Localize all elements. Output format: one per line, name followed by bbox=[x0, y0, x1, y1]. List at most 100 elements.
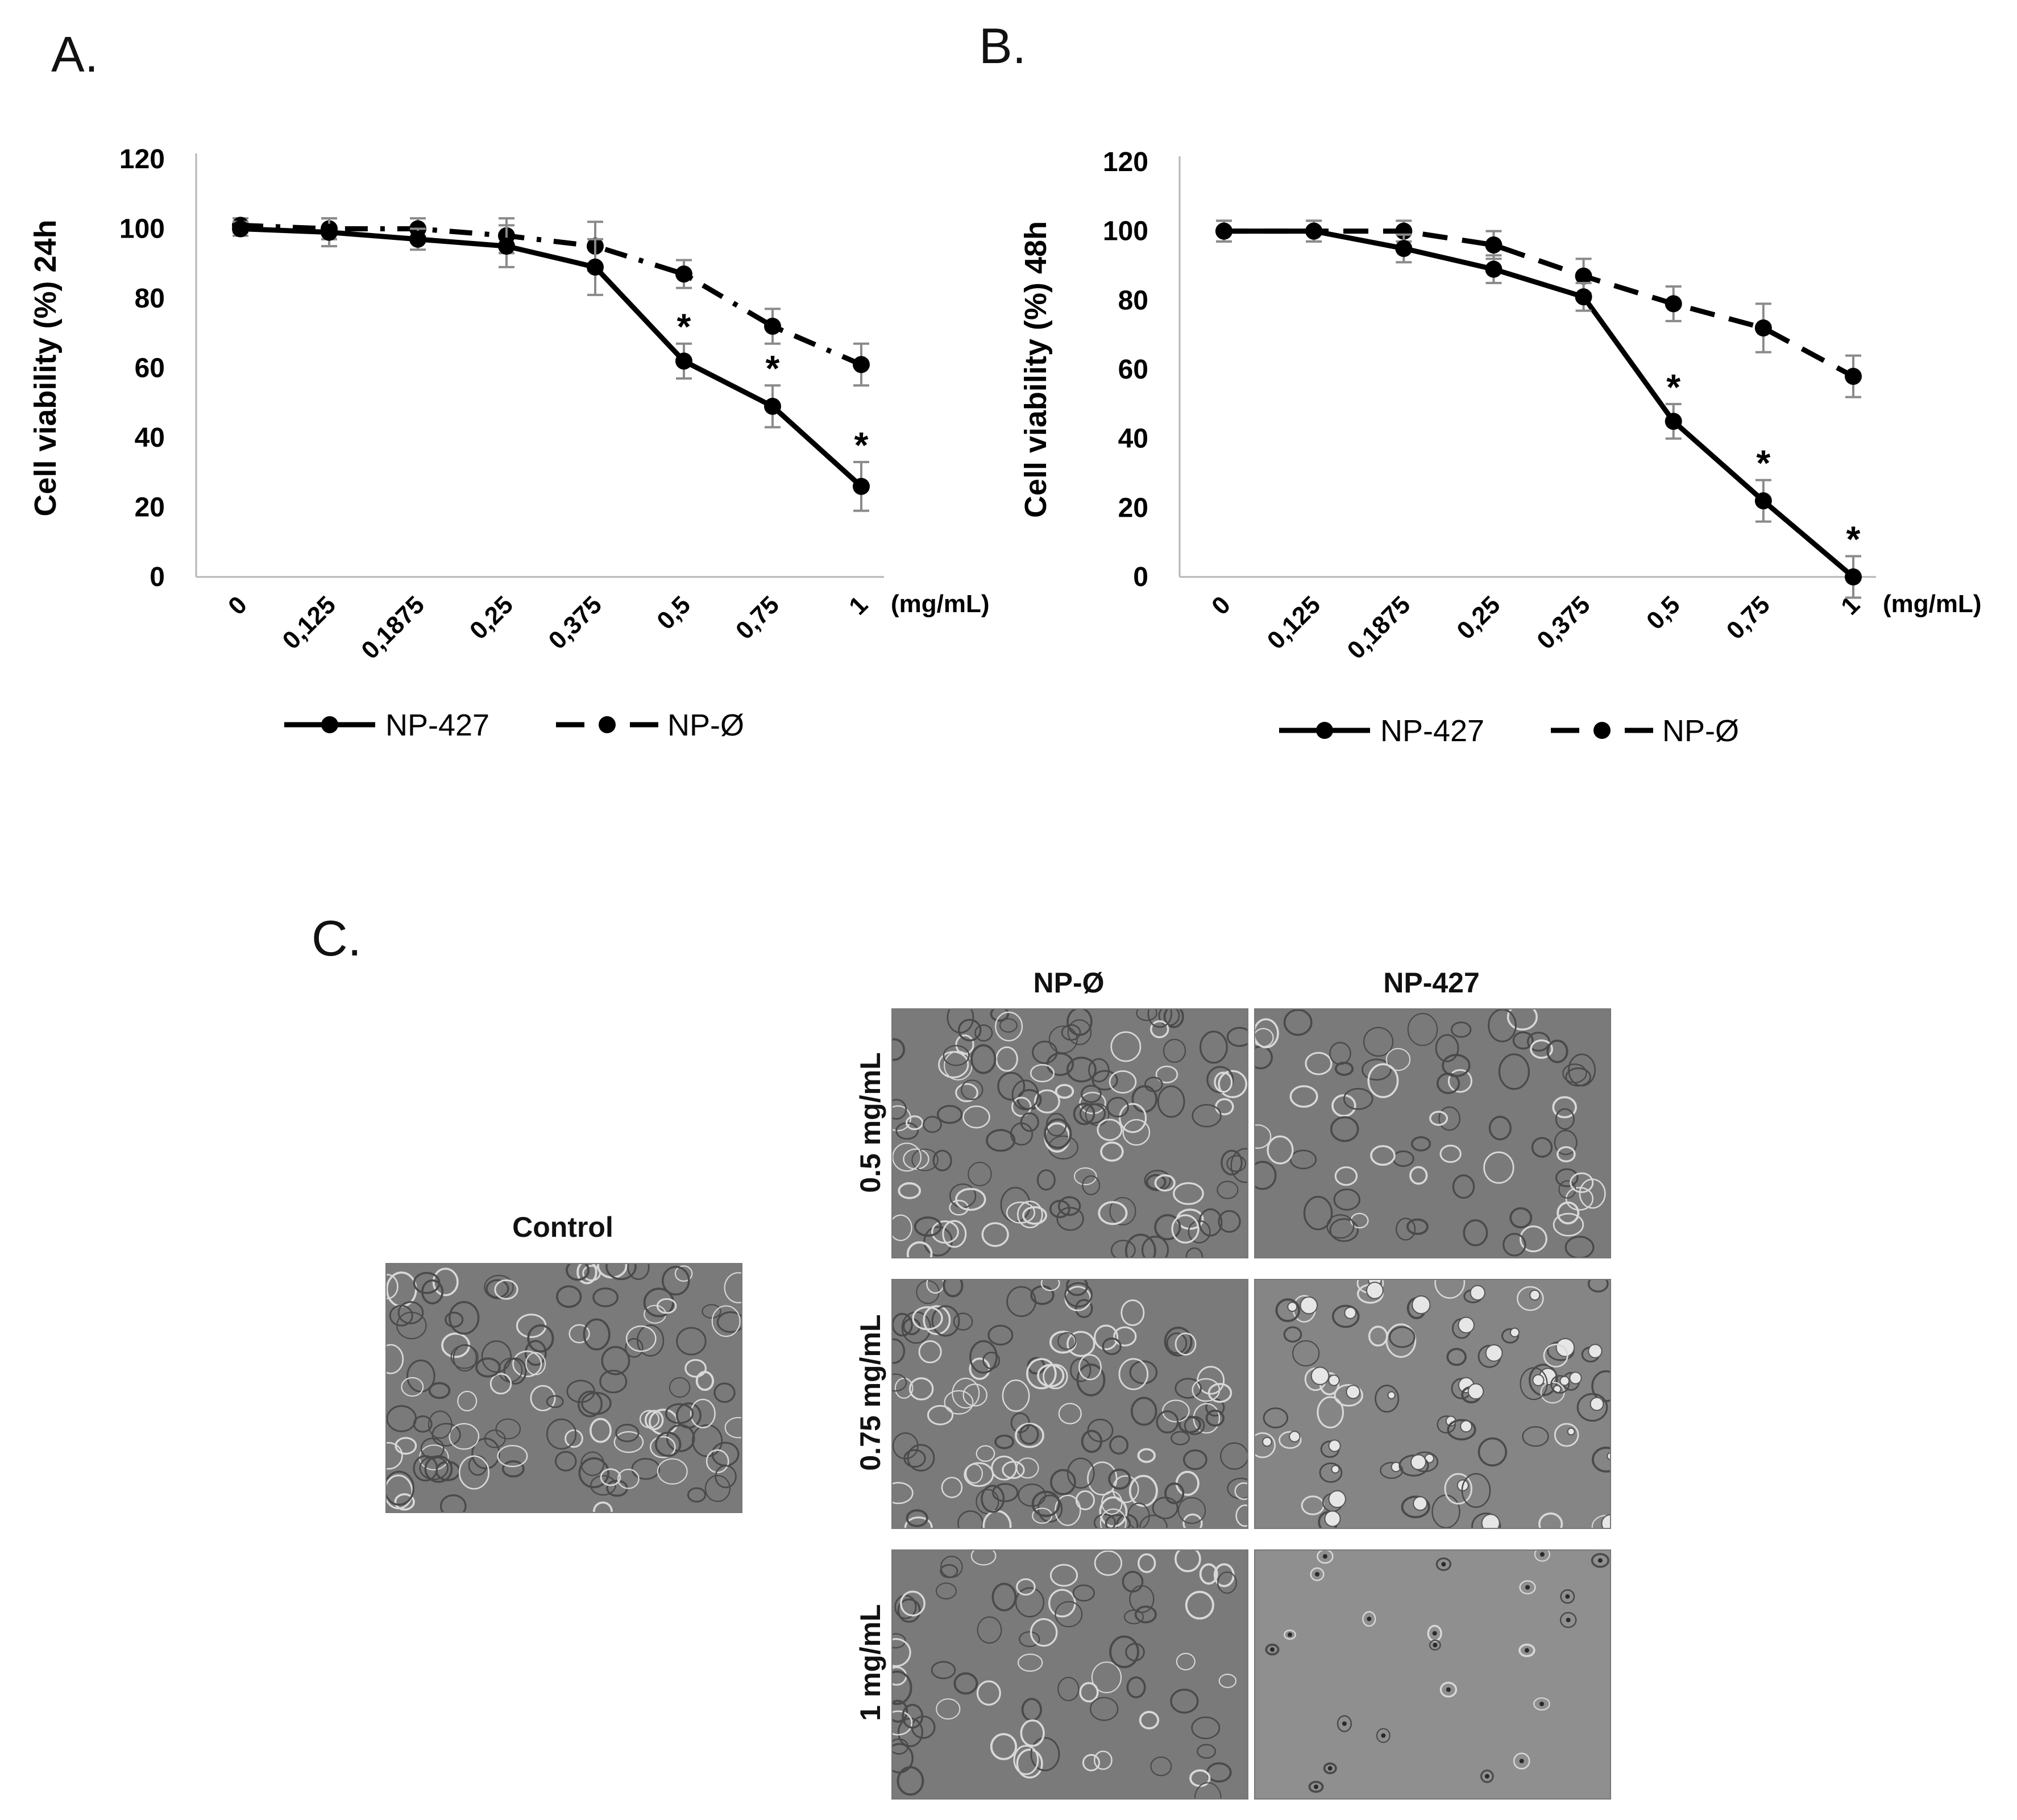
cell-outline bbox=[1019, 1631, 1040, 1647]
cell-outline bbox=[936, 1698, 961, 1720]
cell-outline bbox=[1058, 1403, 1082, 1424]
cell-outline bbox=[1230, 1148, 1247, 1183]
cell-outline bbox=[1205, 1409, 1225, 1427]
cell-outline bbox=[1144, 1170, 1171, 1191]
cell-outline bbox=[1118, 1358, 1149, 1390]
cell-outline bbox=[1194, 1782, 1222, 1798]
cell-outline bbox=[525, 1352, 546, 1376]
cell-outline bbox=[976, 1489, 999, 1515]
data-point bbox=[1575, 288, 1592, 306]
panel-label-b: B. bbox=[979, 18, 1027, 74]
cell-outline bbox=[893, 1038, 906, 1061]
x-tick-label: 0,125 bbox=[277, 591, 342, 655]
cell-outline bbox=[1568, 1053, 1596, 1087]
data-point bbox=[232, 220, 249, 238]
cell-outline bbox=[1214, 1071, 1233, 1093]
y-tick-label: 0 bbox=[150, 562, 165, 592]
cell-outline bbox=[627, 1264, 650, 1280]
cell-outline bbox=[1119, 1103, 1147, 1133]
cell-outline bbox=[1553, 1212, 1584, 1237]
cell-outline bbox=[1139, 1710, 1160, 1730]
cell-outline bbox=[590, 1418, 612, 1443]
rounded-cell bbox=[1387, 1391, 1396, 1399]
cell-outline bbox=[903, 1449, 926, 1468]
cell-outline bbox=[1480, 1769, 1494, 1783]
cell-outline bbox=[1255, 1018, 1279, 1049]
data-point bbox=[498, 238, 515, 255]
rounded-cell bbox=[1555, 1337, 1575, 1357]
legend-marker-np-empty bbox=[599, 716, 616, 733]
rounded-cell bbox=[1529, 1289, 1541, 1301]
cell-outline bbox=[1097, 1119, 1123, 1141]
cell-outline bbox=[893, 1105, 911, 1132]
cell-outline bbox=[1303, 1195, 1333, 1231]
micrograph-control-image bbox=[387, 1264, 741, 1512]
cell-outline bbox=[657, 1458, 688, 1485]
rounded-cell bbox=[1287, 1302, 1298, 1312]
cell-outline bbox=[1531, 1137, 1553, 1158]
cell-outline bbox=[592, 1287, 619, 1307]
cell-outline bbox=[1279, 1431, 1302, 1449]
cell-outline bbox=[1101, 1490, 1123, 1515]
cell-outline bbox=[1330, 1116, 1359, 1142]
data-point bbox=[1305, 222, 1323, 240]
y-tick-label: 20 bbox=[1118, 493, 1148, 523]
cell-nucleus bbox=[1315, 1572, 1320, 1577]
cell-outline bbox=[1088, 1058, 1110, 1083]
cell-outline bbox=[1127, 1502, 1150, 1528]
cell-outline bbox=[961, 1079, 983, 1100]
cell-outline bbox=[1436, 1073, 1460, 1094]
x-tick-label: 0 bbox=[223, 591, 252, 620]
cell-outline bbox=[583, 1318, 611, 1351]
cell-outline bbox=[1317, 1551, 1334, 1564]
cell-outline bbox=[1034, 1089, 1060, 1113]
cell-outline bbox=[1109, 1070, 1137, 1094]
cell-outline bbox=[387, 1405, 417, 1432]
cell-outline bbox=[654, 1431, 682, 1457]
cell-outline bbox=[981, 1222, 1009, 1247]
significance-star: * bbox=[854, 425, 869, 466]
data-point bbox=[321, 223, 338, 241]
cell-outline bbox=[1326, 1214, 1355, 1239]
cell-outline bbox=[1587, 1280, 1609, 1293]
data-point bbox=[1845, 368, 1862, 385]
cell-outline bbox=[1217, 1181, 1239, 1199]
x-tick-label: 0,125 bbox=[1262, 591, 1326, 655]
row-label-1: 1 mg/mL bbox=[854, 1604, 886, 1721]
cell-outline bbox=[1110, 1240, 1136, 1257]
cell-outline bbox=[484, 1430, 506, 1448]
cell-outline bbox=[1289, 1085, 1318, 1108]
cell-outline bbox=[695, 1370, 715, 1391]
cell-outline bbox=[1407, 1013, 1438, 1046]
cell-outline bbox=[1319, 1462, 1343, 1483]
cell-outline bbox=[413, 1455, 438, 1482]
cell-outline bbox=[554, 1451, 577, 1472]
cell-outline bbox=[923, 1305, 951, 1335]
cell-outline bbox=[976, 1680, 1001, 1706]
cell-nucleus bbox=[1565, 1594, 1570, 1599]
micrograph-np-empty-1 bbox=[891, 1549, 1248, 1800]
cell-outline bbox=[713, 1382, 736, 1403]
cell-outline bbox=[489, 1373, 512, 1395]
cell-outline bbox=[903, 1148, 929, 1170]
cell-outline bbox=[1006, 1286, 1036, 1317]
cell-outline bbox=[942, 1220, 967, 1248]
cell-outline bbox=[1198, 1208, 1223, 1237]
legend-marker-np-427 bbox=[321, 716, 338, 733]
cell-outline bbox=[1591, 1553, 1610, 1568]
legend-label-np-empty: NP-Ø bbox=[667, 708, 744, 742]
cell-outline bbox=[1292, 1340, 1320, 1367]
cell-outline bbox=[576, 1264, 597, 1285]
cell-outline bbox=[970, 1551, 997, 1566]
cell-outline bbox=[1218, 1210, 1241, 1233]
cell-outline bbox=[1174, 1332, 1197, 1356]
cell-outline bbox=[1409, 1166, 1428, 1185]
cell-outline bbox=[656, 1298, 677, 1314]
rounded-cell bbox=[1460, 1420, 1472, 1433]
cell-outline bbox=[1162, 1399, 1190, 1423]
cell-outline bbox=[1102, 1337, 1122, 1356]
rounded-cell bbox=[1607, 1452, 1610, 1461]
cell-outline bbox=[1149, 1020, 1169, 1038]
cell-nucleus bbox=[1381, 1733, 1386, 1738]
cell-outline bbox=[1284, 1630, 1296, 1640]
